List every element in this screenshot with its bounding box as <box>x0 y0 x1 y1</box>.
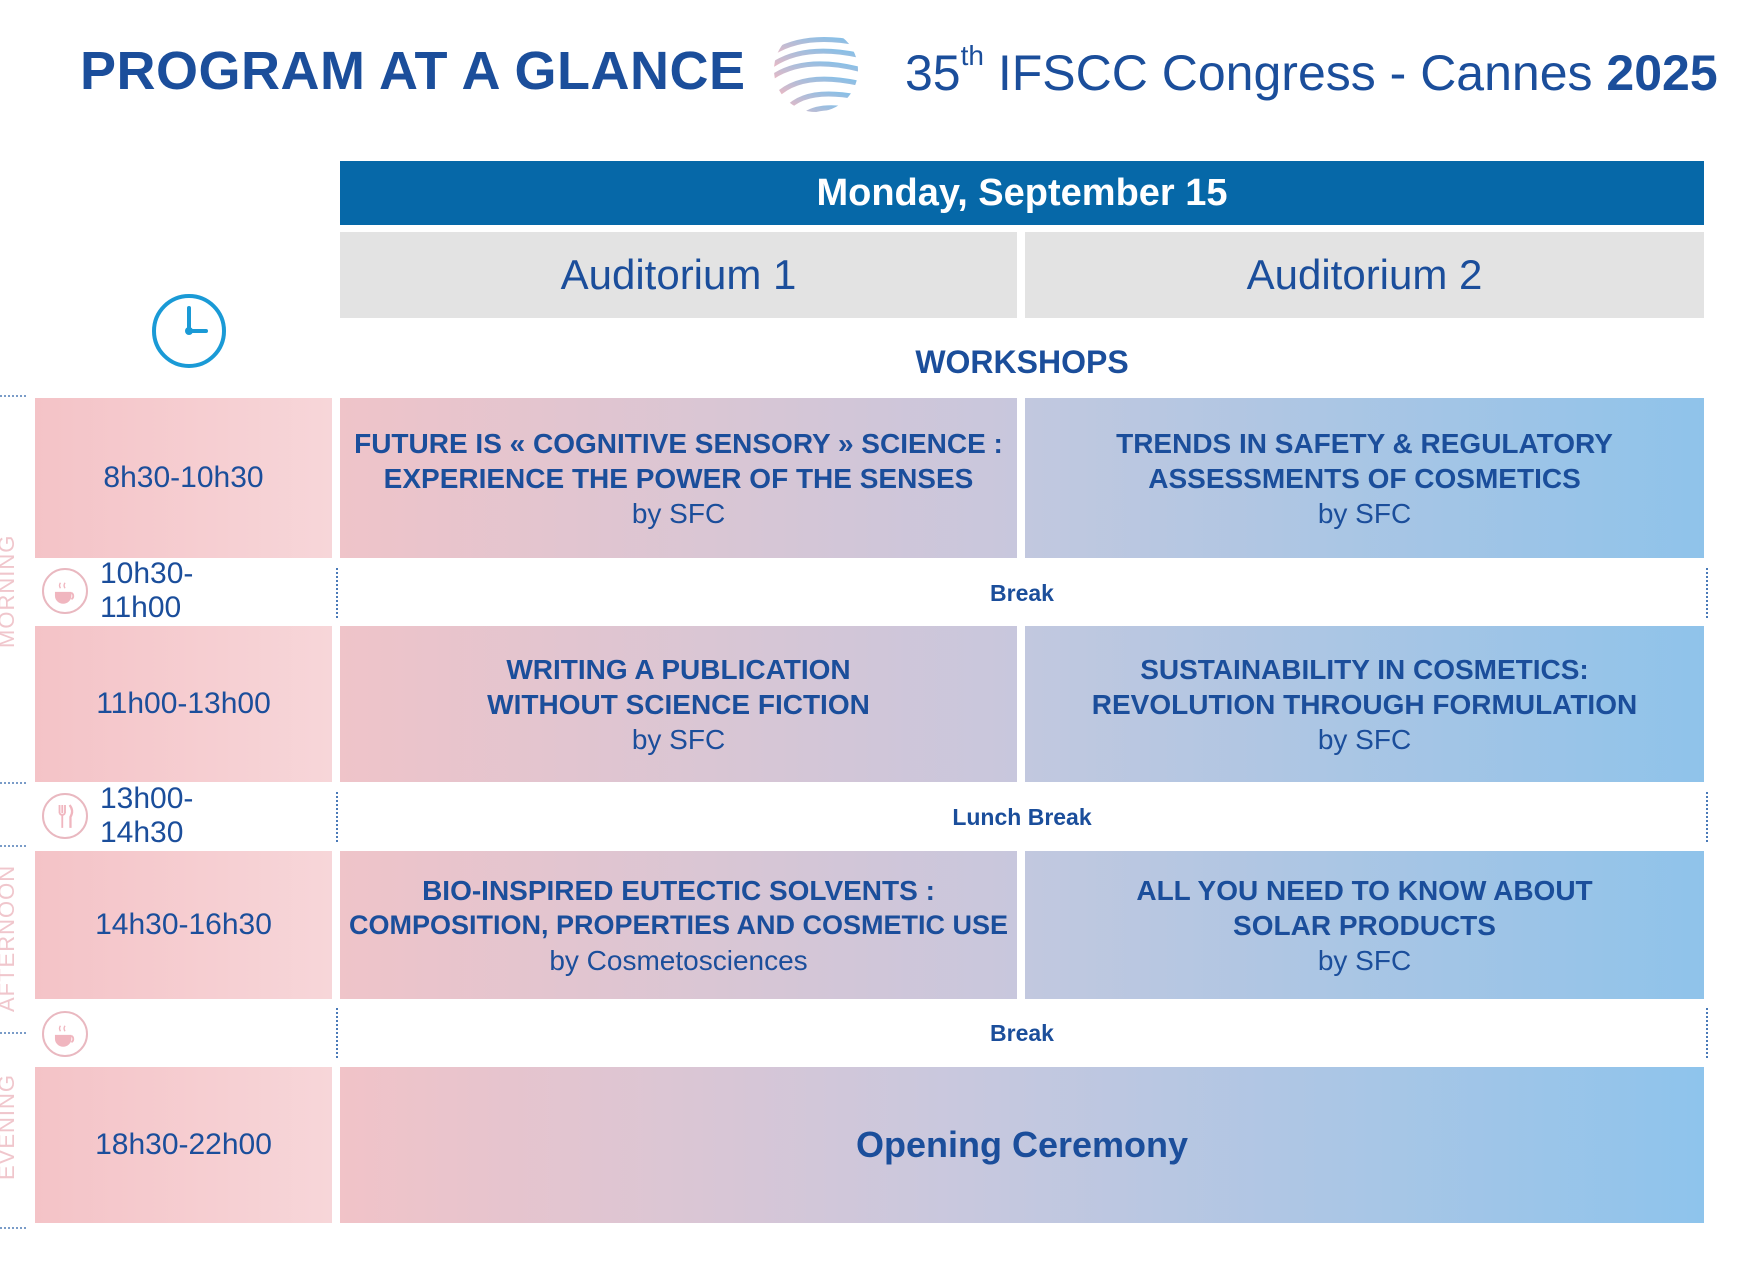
column-header-auditorium-2: Auditorium 2 <box>1025 232 1704 318</box>
session-organizer: by Cosmetosciences <box>549 944 808 976</box>
congress-title: 35th IFSCC Congress - Cannes 2025 <box>905 40 1718 102</box>
coffee-cup-icon <box>42 568 88 614</box>
session-title-line: ASSESSMENTS OF COSMETICS <box>1148 462 1581 494</box>
break-time <box>100 1011 270 1057</box>
session-cell[interactable]: FUTURE IS « COGNITIVE SENSORY » SCIENCE … <box>340 398 1017 558</box>
period-label-morning: MORNING <box>0 534 19 648</box>
period-label-evening: EVENING <box>0 1073 19 1180</box>
session-title-line: TRENDS IN SAFETY & REGULATORY <box>1116 427 1613 459</box>
clock-icon <box>152 294 226 368</box>
session-title-line: REVOLUTION THROUGH FORMULATION <box>1091 688 1638 720</box>
break-time: 10h30-11h00 <box>100 557 194 624</box>
session-title-line: FUTURE IS « COGNITIVE SENSORY » SCIENCE … <box>354 427 1003 459</box>
congress-text: IFSCC Congress - Cannes <box>983 45 1607 101</box>
congress-ordinal: th <box>960 40 984 71</box>
fork-knife-icon <box>42 793 88 839</box>
time-slot: 8h30-10h30 <box>35 398 332 558</box>
opening-ceremony-cell[interactable]: Opening Ceremony <box>340 1067 1704 1223</box>
session-title-line: WRITING A PUBLICATION <box>506 653 851 685</box>
session-cell[interactable]: BIO-INSPIRED EUTECTIC SOLVENTS : COMPOSI… <box>340 851 1017 999</box>
session-title-line: SOLAR PRODUCTS <box>1233 909 1496 941</box>
period-separator <box>0 782 26 784</box>
congress-logo <box>774 28 858 112</box>
time-slot: 11h00-13h00 <box>35 626 332 782</box>
session-title-line: ALL YOU NEED TO KNOW ABOUT <box>1136 874 1593 906</box>
session-organizer: by SFC <box>631 723 726 755</box>
section-title-workshops: WORKSHOPS <box>915 343 1129 380</box>
break-row: Lunch Break <box>336 792 1708 842</box>
time-slot: 18h30-22h00 <box>35 1067 332 1223</box>
day-header: Monday, September 15 <box>340 161 1704 225</box>
time-slot: 14h30-16h30 <box>35 851 332 999</box>
session-organizer: by SFC <box>1317 944 1412 976</box>
session-organizer: by SFC <box>1317 723 1412 755</box>
page-title: PROGRAM AT A GLANCE <box>80 41 746 101</box>
coffee-cup-icon <box>42 1011 88 1057</box>
period-separator <box>0 395 26 397</box>
period-separator <box>0 845 26 847</box>
session-title-line: COMPOSITION, PROPERTIES AND COSMETIC USE <box>348 909 1009 940</box>
break-time: 13h00-14h30 <box>100 782 194 849</box>
session-organizer: by SFC <box>631 497 726 529</box>
congress-year: 2025 <box>1606 45 1718 101</box>
session-title-line: BIO-INSPIRED EUTECTIC SOLVENTS : <box>422 874 935 906</box>
session-cell[interactable]: TRENDS IN SAFETY & REGULATORY ASSESSMENT… <box>1025 398 1704 558</box>
session-cell[interactable]: WRITING A PUBLICATION WITHOUT SCIENCE FI… <box>340 626 1017 782</box>
period-separator <box>0 1227 26 1229</box>
session-title-line: WITHOUT SCIENCE FICTION <box>487 688 870 720</box>
session-title-line: SUSTAINABILITY IN COSMETICS: <box>1140 653 1589 685</box>
period-label-afternoon: AFTERNOON <box>0 864 19 1012</box>
session-title-line: EXPERIENCE THE POWER OF THE SENSES <box>383 462 974 494</box>
session-cell[interactable]: SUSTAINABILITY IN COSMETICS: REVOLUTION … <box>1025 626 1704 782</box>
congress-number: 35 <box>905 45 961 101</box>
break-row: Break <box>336 1008 1708 1058</box>
break-row: Break <box>336 568 1708 618</box>
column-header-auditorium-1: Auditorium 1 <box>340 232 1017 318</box>
session-cell[interactable]: ALL YOU NEED TO KNOW ABOUT SOLAR PRODUCT… <box>1025 851 1704 999</box>
period-separator <box>0 1032 26 1034</box>
session-organizer: by SFC <box>1317 497 1412 529</box>
